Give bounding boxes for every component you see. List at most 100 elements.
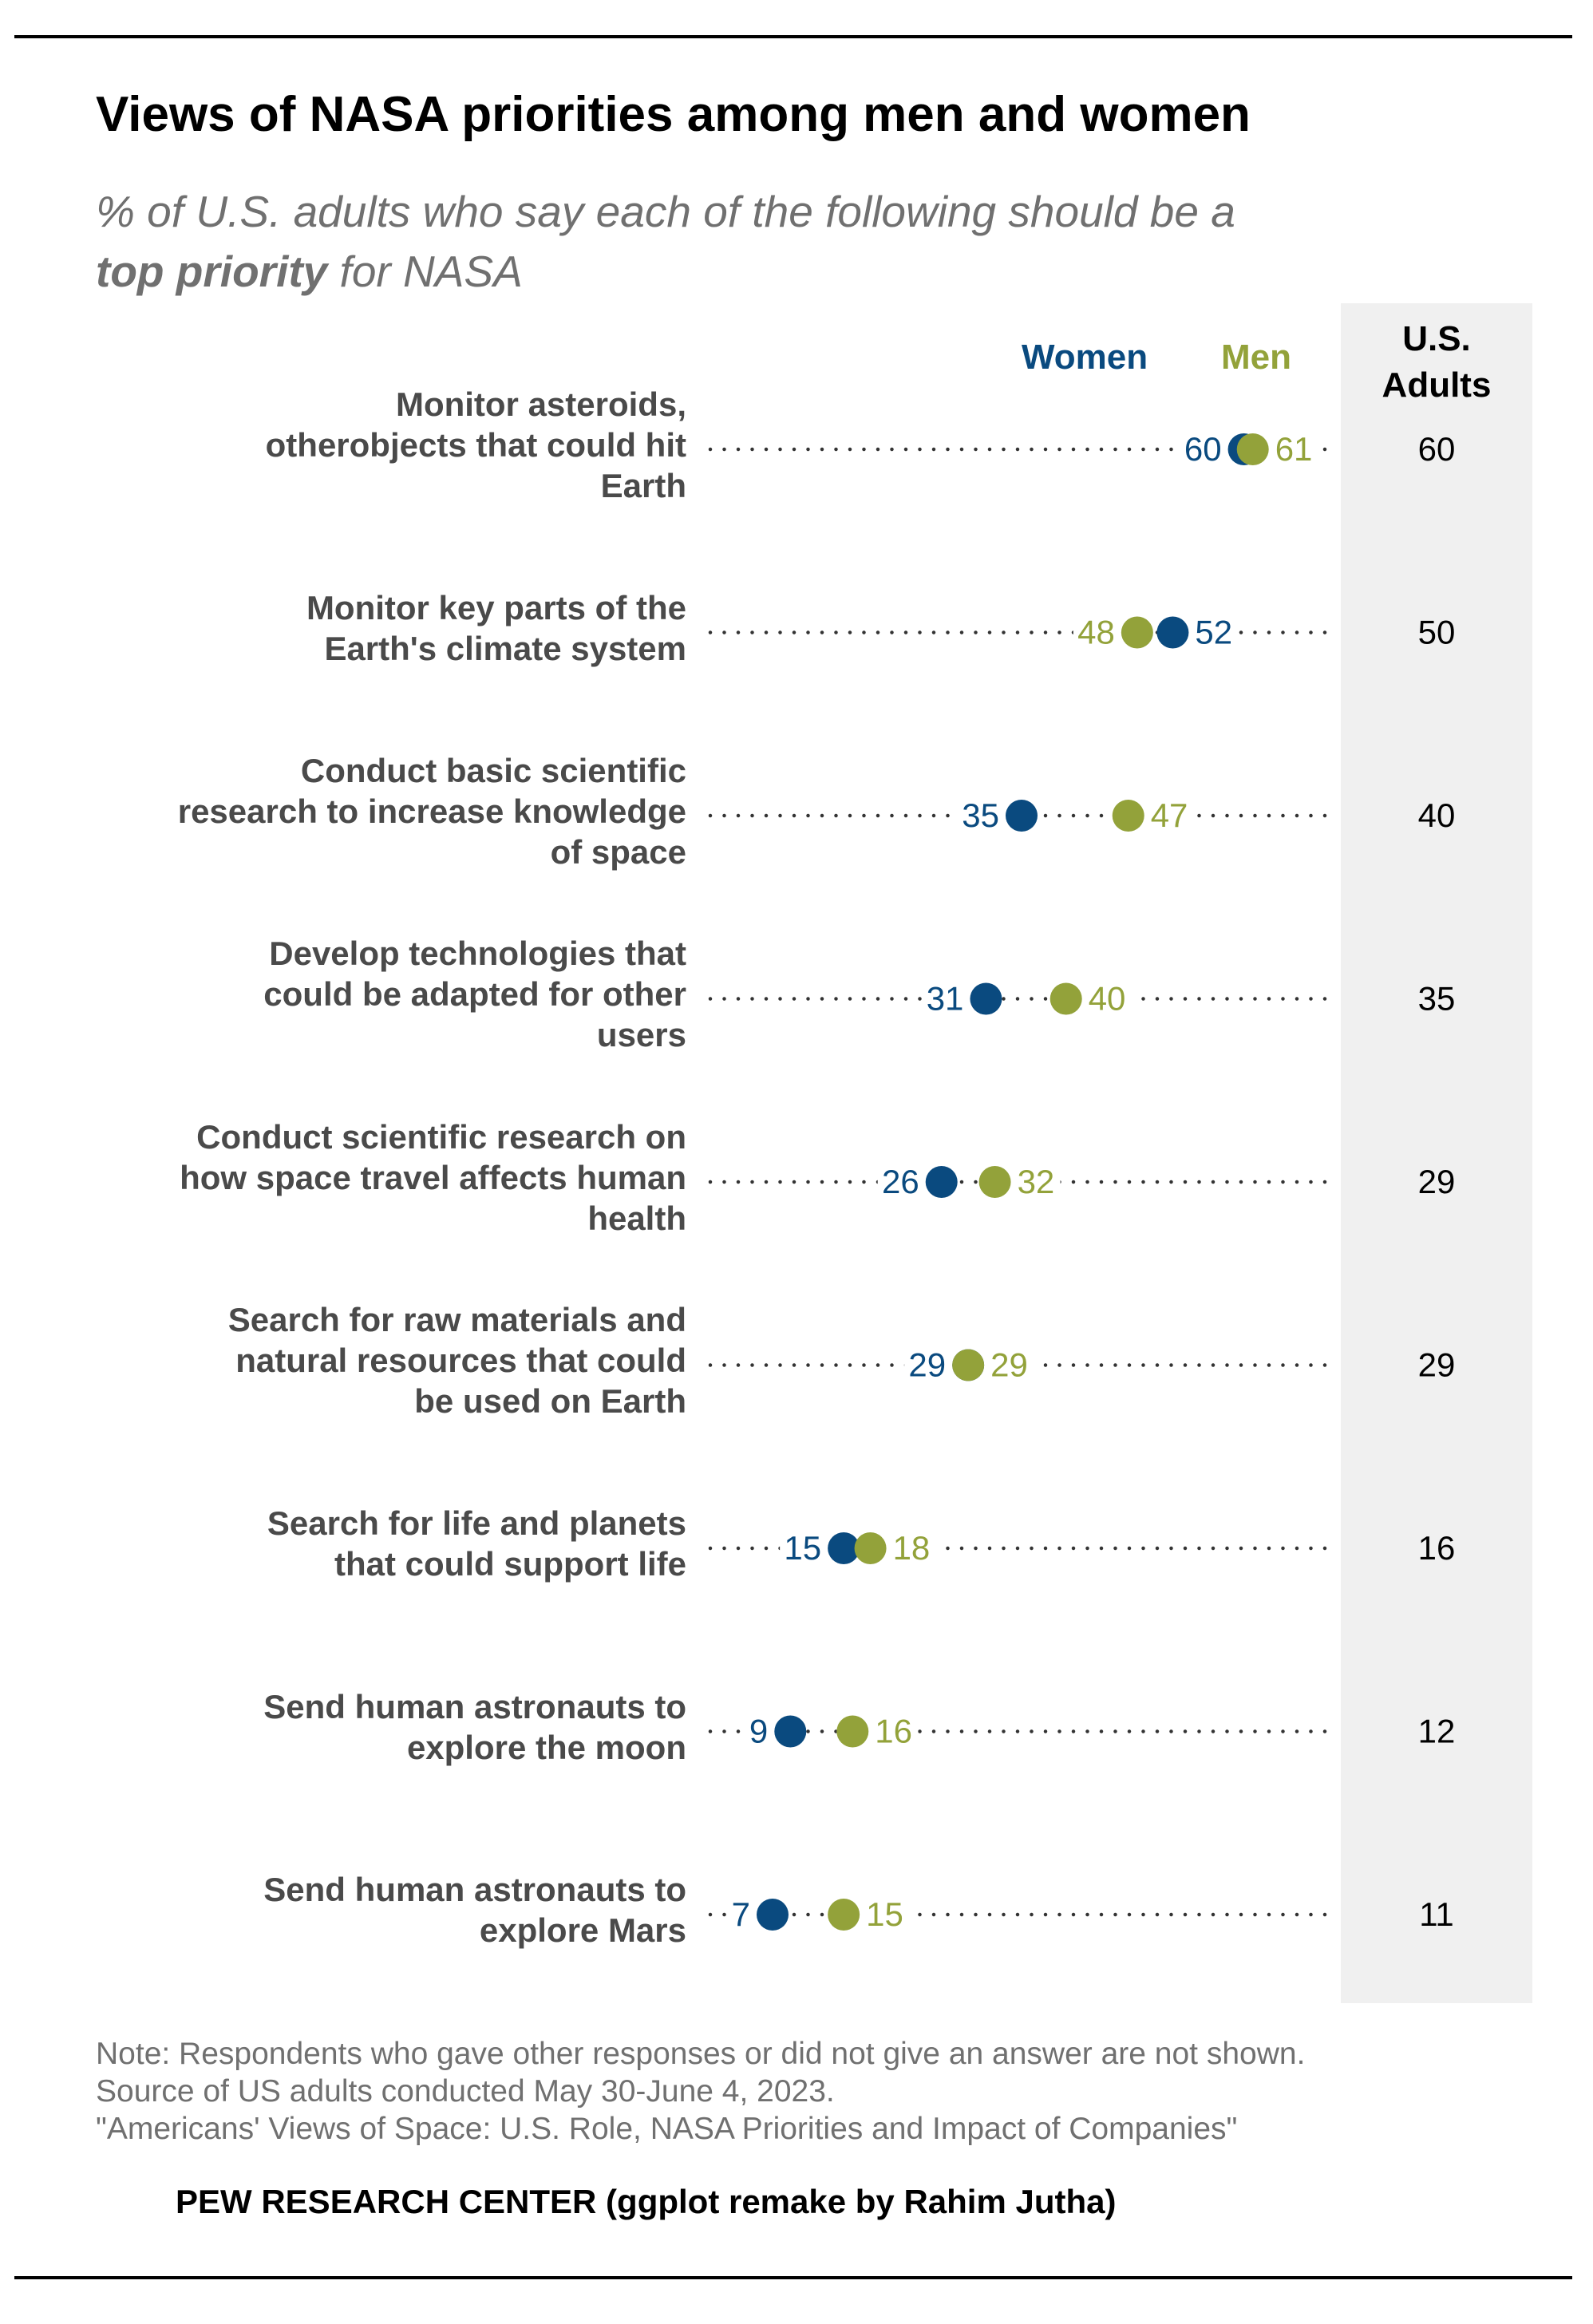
- women-marker: [925, 1166, 958, 1198]
- women-value-label: 52: [1195, 614, 1232, 651]
- category-label-line: explore Mars: [479, 1911, 686, 1949]
- label-gap: [858, 1892, 910, 1937]
- category-label-line: Conduct basic scientific: [300, 751, 686, 789]
- men-marker: [1112, 800, 1144, 832]
- subtitle-part1: % of U.S. adults who say each of the fol…: [96, 187, 1235, 236]
- bottom-rule: [14, 2276, 1572, 2279]
- dot-plot: 60 61 60 48 52 50 35 47 40 31 40 35 26 32 29 29 29 29 15 18…: [708, 430, 1456, 1937]
- men-marker: [952, 1349, 985, 1381]
- label-gap: [904, 1342, 955, 1388]
- men-value-label: 61: [1275, 430, 1313, 468]
- women-value-label: 31: [927, 980, 964, 1018]
- men-value-label: 15: [866, 1895, 903, 1933]
- women-marker: [1006, 800, 1038, 832]
- label-gap: [982, 1342, 1034, 1388]
- label-gap: [867, 1709, 919, 1754]
- label-gap: [1080, 976, 1132, 1022]
- us-adults-column-background: [1341, 303, 1532, 2003]
- chart-title: Views of NASA priorities among men and w…: [96, 87, 1251, 142]
- category-label-line: research to increase knowledge: [177, 792, 686, 830]
- subtitle-part2: for NASA: [327, 247, 523, 296]
- women-value-label: 29: [908, 1346, 946, 1384]
- category-label-line: Send human astronauts to: [263, 1871, 686, 1908]
- top-rule: [14, 35, 1572, 38]
- category-label-line: Monitor asteroids,: [395, 385, 686, 423]
- label-gap: [922, 976, 972, 1022]
- footer-credit: PEW RESEARCH CENTER (ggplot remake by Ra…: [176, 2183, 1117, 2220]
- women-marker: [828, 1532, 860, 1564]
- category-label-line: Earth: [600, 466, 686, 504]
- category-label-line: Conduct scientific research on: [196, 1117, 686, 1156]
- category-label-line: otherobjects that could hit: [265, 425, 686, 464]
- label-gap: [728, 1892, 758, 1937]
- category-label-line: how space travel affects human: [180, 1158, 686, 1196]
- men-value-label: 29: [990, 1346, 1028, 1384]
- men-value-label: 16: [875, 1713, 912, 1750]
- label-gap: [1009, 1160, 1061, 1204]
- men-value-label: 47: [1151, 796, 1188, 834]
- men-marker: [854, 1532, 887, 1564]
- men-marker: [828, 1899, 860, 1931]
- women-value-label: 9: [749, 1713, 768, 1750]
- us-adults-value: 16: [1418, 1529, 1456, 1567]
- men-value-label: 40: [1089, 980, 1126, 1018]
- category-label: Monitor key parts of the Earth's climate …: [32, 587, 686, 669]
- women-marker: [970, 982, 1002, 1015]
- women-marker: [757, 1899, 789, 1931]
- label-gap: [745, 1709, 777, 1754]
- category-label-line: health: [587, 1199, 686, 1237]
- men-marker: [1121, 616, 1153, 649]
- category-label: Search for life and planets that could su…: [32, 1503, 686, 1584]
- men-value-label: 32: [1018, 1163, 1055, 1200]
- chart-subtitle: % of U.S. adults who say each of the fol…: [96, 182, 1373, 302]
- category-label: Conduct basic scientific research to incr…: [32, 750, 686, 872]
- category-label-line: Earth's climate system: [324, 629, 686, 667]
- label-gap: [1187, 610, 1239, 655]
- category-label-line: could be adapted for other: [263, 975, 686, 1013]
- label-gap: [877, 1160, 927, 1204]
- women-value-label: 26: [882, 1163, 919, 1200]
- category-label-line: Search for life and planets: [267, 1504, 686, 1542]
- women-marker: [774, 1715, 807, 1748]
- us-adults-value: 40: [1418, 796, 1456, 834]
- label-gap: [1073, 610, 1123, 655]
- category-label: Conduct scientific research on how space …: [32, 1117, 686, 1239]
- label-gap: [780, 1526, 830, 1571]
- legend-men: Men: [1221, 338, 1291, 377]
- us-adults-value: 60: [1418, 430, 1456, 468]
- us-adults-value: 29: [1418, 1163, 1456, 1200]
- us-adults-value: 35: [1418, 980, 1456, 1018]
- legend-women: Women: [1022, 338, 1148, 377]
- report-title-line: "Americans' Views of Space: U.S. Role, N…: [96, 2112, 1238, 2146]
- label-gap: [958, 793, 1007, 838]
- men-value-label: 18: [893, 1529, 931, 1567]
- label-gap: [884, 1526, 936, 1571]
- women-value-label: 15: [784, 1529, 821, 1567]
- category-label-line: that could support life: [334, 1545, 686, 1583]
- women-value-label: 7: [732, 1895, 750, 1933]
- category-label-line: Send human astronauts to: [263, 1687, 686, 1725]
- us-adults-value: 29: [1418, 1346, 1456, 1384]
- category-label-line: Search for raw materials and: [227, 1301, 686, 1338]
- category-label-line: explore the moon: [406, 1728, 686, 1766]
- label-gap: [1142, 793, 1194, 838]
- category-label-line: natural resources that could: [235, 1342, 686, 1379]
- us-adults-header: U.S. Adults: [1341, 316, 1532, 409]
- category-label: Develop technologies that could be adapte…: [32, 933, 686, 1055]
- men-value-label: 48: [1077, 614, 1115, 651]
- us-adults-header-line2: Adults: [1382, 366, 1492, 405]
- subtitle-bold: top priority: [96, 247, 328, 296]
- women-value-label: 35: [962, 796, 999, 834]
- us-adults-value: 50: [1418, 614, 1456, 651]
- women-value-label: 60: [1184, 430, 1222, 468]
- category-label-line: of space: [550, 832, 686, 871]
- category-label-line: Develop technologies that: [269, 935, 686, 972]
- category-label-line: Monitor key parts of the: [306, 588, 686, 626]
- notes: Note: Respondents who gave other respons…: [96, 2035, 1572, 2148]
- us-adults-value: 12: [1418, 1713, 1456, 1750]
- men-marker: [1049, 982, 1082, 1015]
- category-label-line: users: [596, 1016, 686, 1053]
- category-label: Search for raw materials and natural reso…: [32, 1299, 686, 1421]
- men-marker: [978, 1166, 1011, 1198]
- women-marker: [1156, 616, 1189, 649]
